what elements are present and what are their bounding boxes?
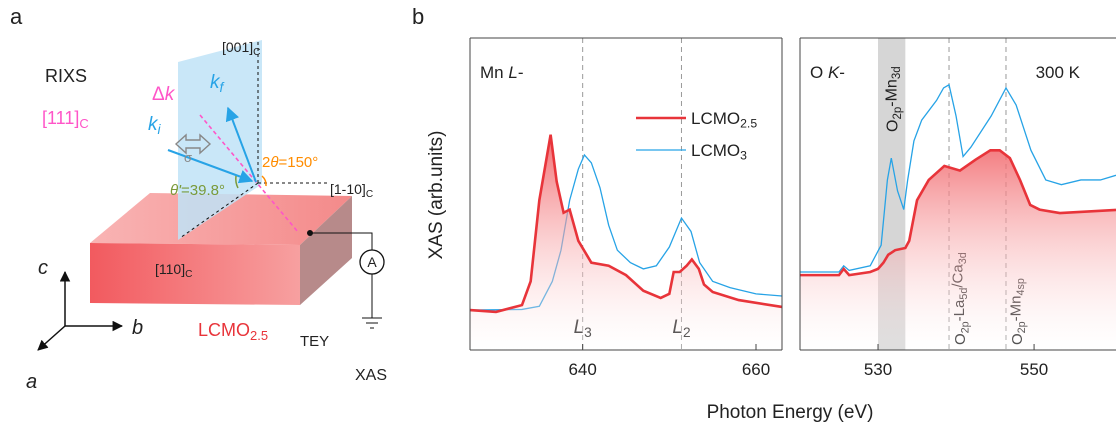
axis-label: a: [26, 371, 37, 393]
theta-arc: [235, 175, 239, 189]
legend-label: LCMO3: [691, 141, 747, 163]
text-run: O: [810, 63, 828, 82]
ground: [362, 317, 382, 329]
kf-label: kf: [210, 72, 225, 95]
text-run: [111]: [42, 108, 79, 128]
text-run: k: [165, 84, 176, 105]
text-run: f: [220, 80, 225, 95]
angle-label: 2θ=150°: [262, 154, 318, 171]
text-run: c: [38, 257, 48, 279]
angle-label: θ'=39.8°: [170, 182, 225, 199]
band-label: O2p-Mn3d: [883, 66, 904, 132]
direction-label: [1-10]C: [330, 181, 373, 200]
dk-line: [199, 114, 299, 233]
chart-title: Mn L-: [480, 63, 523, 82]
text-run: i: [158, 122, 162, 137]
text-run: O: [885, 120, 902, 132]
text-run: -Mn: [883, 79, 900, 107]
chart-note: 300 K: [1036, 63, 1081, 82]
axes-triad: [37, 270, 124, 351]
text-run: θ: [270, 154, 278, 171]
text-run: A: [367, 254, 377, 270]
ki-label: ki: [148, 114, 162, 137]
series-line: [800, 83, 1116, 273]
y-axis-label: XAS (arb.units): [426, 131, 447, 260]
x-tick-label: 660: [742, 360, 770, 379]
text-run: C: [79, 116, 88, 131]
text-run: 2: [262, 154, 270, 171]
axis-label: c: [38, 257, 48, 279]
dk-label: Δk: [152, 84, 176, 105]
ki-arrow: [167, 149, 254, 184]
text-run: -: [839, 63, 845, 82]
wire: [310, 232, 373, 250]
axis-label: b: [132, 317, 143, 339]
two-theta-arc: [261, 175, 267, 187]
x-axis-label: Photon Energy (eV): [707, 402, 874, 423]
text-run: Mn: [480, 63, 508, 82]
scattering-plane: [178, 40, 262, 240]
text-run: C: [366, 189, 373, 200]
ammeter-label: A: [367, 254, 377, 270]
axis-a: [37, 325, 66, 351]
text-run: =39.8°: [181, 182, 225, 199]
text-run: TEY: [300, 333, 329, 350]
text-run: LCMO: [691, 109, 740, 128]
text-run: C: [253, 47, 260, 58]
polarization-arrow: [174, 133, 212, 155]
text-run: [110]: [155, 261, 185, 277]
panel-label: a: [10, 4, 23, 29]
slab-front: [90, 243, 300, 305]
series-line: [469, 134, 783, 314]
direction-label: [110]C: [155, 261, 192, 280]
slab-side: [300, 196, 352, 305]
xas-label: XAS: [355, 367, 387, 384]
text-run: L: [508, 63, 517, 82]
text-run: 2.5: [740, 117, 757, 131]
slab-top: [90, 193, 352, 245]
area: [470, 134, 782, 350]
text-run: [1-10]: [330, 181, 366, 197]
text-run: b: [132, 317, 143, 339]
text-run: XAS: [355, 367, 387, 384]
series-line: [800, 149, 1116, 277]
text-run: 2p: [892, 107, 904, 120]
text-run: RIXS: [45, 66, 87, 86]
area: [800, 150, 1116, 350]
text-run: =150°: [278, 154, 318, 171]
text-run: Δ: [152, 84, 165, 105]
text-run: [001]: [222, 39, 253, 55]
text-run: LCMO: [691, 141, 740, 160]
text-run: a: [26, 371, 37, 393]
kf-arrow: [225, 106, 257, 183]
x-tick-label: 550: [1020, 360, 1048, 379]
sample-label: LCMO2.5: [198, 320, 268, 343]
text-run: C: [185, 269, 192, 280]
text-run: 3: [740, 149, 747, 163]
text-run: K: [828, 63, 840, 82]
direction-label: [001]C: [222, 39, 260, 58]
direction-label: [111]C: [42, 108, 89, 131]
panel-label: b: [412, 4, 424, 29]
sigma-label: σ: [184, 150, 192, 165]
text-run: k: [210, 72, 221, 93]
x-tick-label: 530: [864, 360, 892, 379]
tey-label: TEY: [300, 333, 329, 350]
legend-label: LCMO2.5: [691, 109, 757, 131]
rixs-label: RIXS: [45, 66, 87, 86]
text-run: LCMO: [198, 320, 250, 340]
text-run: σ: [184, 150, 192, 165]
text-run: 3d: [891, 66, 903, 79]
chart-title: O K-: [810, 63, 845, 82]
text-run: k: [148, 114, 159, 135]
text-run: 2.5: [250, 328, 268, 343]
text-run: -: [518, 63, 524, 82]
x-tick-label: 640: [568, 360, 596, 379]
dir110-line: [179, 182, 259, 239]
sample-slab: [90, 193, 352, 305]
text-run: θ': [170, 182, 182, 199]
